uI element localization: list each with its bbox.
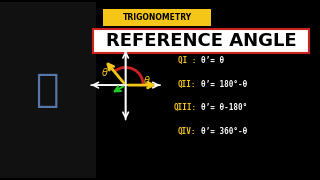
- Text: REFERENCE ANGLE: REFERENCE ANGLE: [106, 32, 297, 50]
- Text: 👤: 👤: [36, 71, 59, 109]
- Text: QIV:: QIV:: [178, 127, 196, 136]
- Text: QI :: QI :: [178, 56, 196, 65]
- Text: θ’= θ: θ’= θ: [201, 56, 224, 65]
- Text: TRIGONOMETRY: TRIGONOMETRY: [123, 13, 192, 22]
- Text: θ’= 360°-θ: θ’= 360°-θ: [201, 127, 247, 136]
- Text: $\theta'$: $\theta'$: [101, 66, 111, 78]
- Text: QII:: QII:: [178, 80, 196, 89]
- Text: QIII:: QIII:: [173, 103, 196, 112]
- Text: θ’= 180°-θ: θ’= 180°-θ: [201, 80, 247, 89]
- Text: $\theta$: $\theta$: [143, 74, 151, 86]
- Text: θ’= θ-180°: θ’= θ-180°: [201, 103, 247, 112]
- Bar: [0, 2, 96, 178]
- FancyBboxPatch shape: [93, 29, 309, 53]
- FancyBboxPatch shape: [103, 8, 211, 26]
